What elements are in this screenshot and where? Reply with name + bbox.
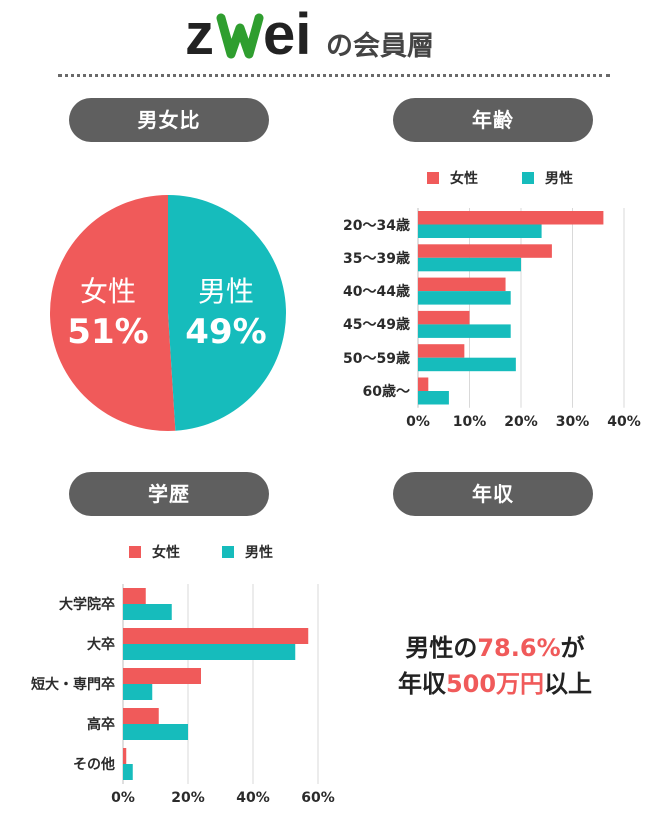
- age-bar-male: [418, 324, 511, 338]
- edu-category-label: その他: [73, 757, 115, 773]
- edu-legend-female-swatch: [129, 546, 141, 558]
- income-line2-suffix: 以上: [544, 670, 593, 698]
- age-tick-label: 10%: [452, 413, 487, 430]
- age-bar-female: [418, 277, 506, 292]
- age-bar-female: [418, 344, 465, 358]
- age-bar-male: [418, 391, 449, 405]
- income-line2-value: 500万円: [445, 670, 545, 698]
- age-category-label: 40〜44歳: [343, 284, 410, 301]
- edu-bar-male: [123, 724, 188, 740]
- edu-legend-male-label: 男性: [245, 545, 273, 561]
- age-legend-male-swatch: [522, 172, 534, 184]
- age-category-label: 60歳〜: [362, 384, 410, 400]
- income-line1-prefix: 男性の: [405, 634, 478, 662]
- pie-label-female: 女性: [80, 275, 136, 308]
- pie-slice-female: [49, 195, 176, 431]
- edu-category-label: 大卒: [87, 637, 115, 653]
- edu-tick-label: 20%: [171, 790, 205, 806]
- edu-bar-female: [123, 628, 309, 644]
- age-category-label: 45〜49歳: [343, 317, 410, 334]
- age-category-label: 20〜34歳: [343, 217, 410, 234]
- header-divider: [58, 74, 610, 77]
- section-income-label: 年収: [393, 472, 593, 516]
- edu-tick-label: 40%: [236, 790, 270, 806]
- svg-text:ei: ei: [263, 4, 311, 64]
- svg-text:z: z: [185, 4, 214, 64]
- edu-category-label: 高卒: [87, 717, 115, 733]
- pie-value-male: 49%: [185, 312, 266, 352]
- age-legend-female-label: 女性: [450, 171, 478, 187]
- age-tick-label: 40%: [607, 413, 641, 430]
- age-tick-label: 20%: [504, 413, 538, 430]
- income-callout-line1: 男性の78.6%が: [360, 628, 630, 663]
- age-legend-female-swatch: [427, 172, 439, 184]
- age-bar-male: [418, 257, 521, 272]
- pie-value-female: 51%: [67, 312, 148, 352]
- edu-tick-label: 60%: [301, 790, 335, 806]
- edu-bar-male: [123, 764, 133, 780]
- edu-bar-female: [123, 588, 146, 604]
- age-bar-male: [418, 291, 511, 305]
- section-age-label: 年齢: [393, 98, 593, 142]
- zwei-logo-icon: z ei: [185, 2, 311, 67]
- logo: z ei: [185, 2, 325, 67]
- edu-legend-female-label: 女性: [152, 545, 180, 561]
- edu-bar-male: [123, 644, 296, 660]
- edu-bar-male: [123, 684, 153, 700]
- edu-tick-label: 0%: [111, 790, 135, 806]
- income-line1-value: 78.6%: [477, 634, 561, 662]
- section-gender-label: 男女比: [69, 98, 269, 142]
- age-category-label: 35〜39歳: [343, 250, 410, 267]
- age-bar-female: [418, 377, 429, 391]
- edu-category-label: 短大・専門卒: [31, 677, 115, 693]
- age-category-label: 50〜59歳: [343, 350, 410, 367]
- age-bar-female: [418, 310, 470, 325]
- age-bar-male: [418, 357, 516, 372]
- pie-slice-male: [168, 195, 286, 431]
- edu-legend-male-swatch: [222, 546, 234, 558]
- age-tick-label: 0%: [406, 413, 430, 430]
- income-callout-line2: 年収500万円以上: [360, 664, 630, 699]
- age-bar-female: [418, 244, 552, 258]
- age-tick-label: 30%: [555, 413, 590, 430]
- edu-category-label: 大学院卒: [59, 597, 115, 613]
- gender-pie-chart: 女性 51% 男性 49%: [49, 195, 286, 431]
- edu-bar-female: [123, 668, 201, 684]
- section-education-label: 学歴: [69, 472, 269, 516]
- income-line1-suffix: が: [560, 634, 585, 662]
- edu-bar-female: [123, 708, 159, 724]
- age-bar-male: [418, 224, 542, 238]
- age-bar-female: [418, 211, 604, 225]
- edu-bar-female: [123, 748, 127, 764]
- income-line2-prefix: 年収: [397, 670, 446, 698]
- edu-bar-male: [123, 604, 172, 620]
- pie-label-male: 男性: [198, 275, 254, 308]
- age-legend-male-label: 男性: [545, 171, 573, 187]
- page-title: の会員層: [326, 31, 434, 62]
